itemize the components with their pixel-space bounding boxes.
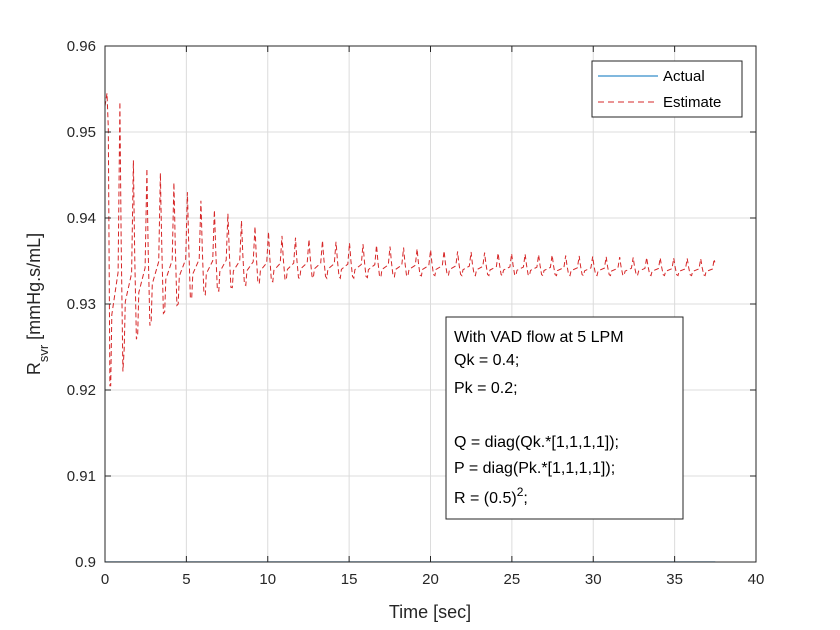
y-axis-label: Rsvr [mmHg.s/mL] [24,233,51,375]
y-axis-label-unit: [mmHg.s/mL] [24,233,44,345]
x-tick-label: 0 [101,571,109,588]
annotation-line-3: Pk = 0.2; [454,380,518,397]
x-tick-label: 30 [585,571,602,588]
annotation-line-7: R = (0.5)2; [454,485,528,507]
annotation-r-base: R = (0.5) [454,490,517,507]
annotation-line-1: With VAD flow at 5 LPM [454,329,624,346]
y-axis-label-main: R [24,362,44,375]
x-tick-label: 15 [341,571,358,588]
annotation-line-2: Qk = 0.4; [454,352,519,369]
annotation-box: With VAD flow at 5 LPM Qk = 0.4; Pk = 0.… [445,316,684,520]
plot-area [105,93,716,562]
legend-label-actual: Actual [663,68,705,85]
annotation-line-6: P = diag(Pk.*[1,1,1,1]); [454,460,615,477]
y-tick-label: 0.95 [67,124,96,141]
legend-box [591,60,743,118]
y-tick-labels: 0.9 0.91 0.92 0.93 0.94 0.95 0.96 [67,38,96,571]
y-tick-label: 0.94 [67,210,96,227]
y-tick-label: 0.9 [75,554,96,571]
y-tick-label: 0.93 [67,296,96,313]
grid-lines [105,46,756,562]
y-tick-label: 0.92 [67,382,96,399]
x-tick-labels: 0 5 10 15 20 25 30 35 40 [101,571,765,588]
annotation-r-sup: 2 [517,485,524,499]
y-tick-label: 0.91 [67,468,96,485]
annotation-line-5: Q = diag(Qk.*[1,1,1,1]); [454,434,619,451]
x-tick-label: 20 [422,571,439,588]
x-axis-label: Time [sec] [389,602,471,622]
x-tick-label: 35 [666,571,683,588]
y-tick-label: 0.96 [67,38,96,55]
series-line-estimate [105,93,716,387]
x-tick-label: 5 [182,571,190,588]
legend: Actual Estimate [591,60,743,118]
legend-label-estimate: Estimate [663,94,721,111]
y-axis-label-sub: svr [36,344,51,362]
x-tick-label: 10 [259,571,276,588]
x-tick-label: 40 [748,571,765,588]
axis-ticks [104,45,757,563]
x-tick-label: 25 [504,571,521,588]
annotation-r-end: ; [523,490,527,507]
annotation-frame [445,316,684,520]
